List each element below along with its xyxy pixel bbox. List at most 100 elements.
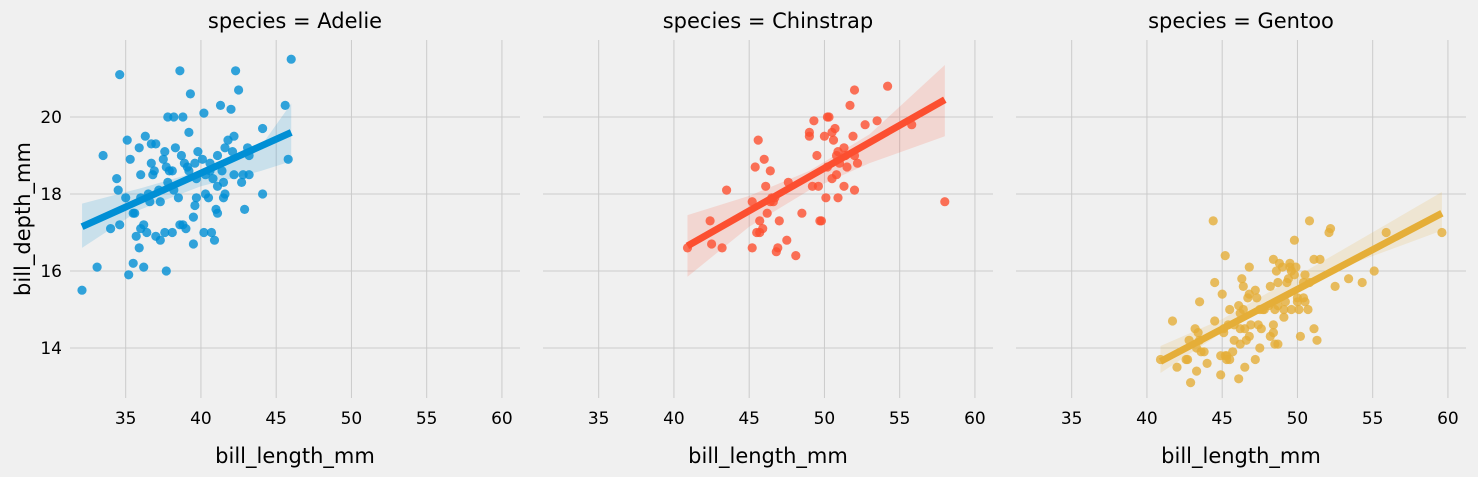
data-point [707, 239, 717, 249]
data-point [140, 131, 150, 141]
y-axis-label: bill_depth_mm [11, 142, 36, 296]
data-point [839, 181, 849, 191]
data-point [1250, 354, 1260, 365]
data-point [761, 181, 771, 191]
data-point [178, 112, 188, 122]
data-point [1256, 324, 1266, 334]
panel-title: species = Adelie [208, 9, 382, 33]
data-point [1250, 285, 1260, 295]
data-point [1381, 227, 1391, 238]
data-point [1237, 274, 1247, 284]
data-point [258, 189, 268, 199]
data-point [212, 208, 223, 218]
data-point [234, 85, 244, 95]
data-point [1193, 328, 1203, 338]
y-tick-label: 18 [40, 185, 62, 205]
data-point [883, 81, 893, 91]
data-point [1268, 320, 1278, 330]
data-point [106, 224, 116, 234]
data-point [1238, 304, 1248, 315]
x-tick-label: 55 [1362, 409, 1384, 429]
x-tick-label: 60 [964, 409, 986, 429]
regression-line [80, 129, 293, 230]
data-point [139, 262, 149, 272]
data-point [125, 154, 135, 164]
data-point [217, 166, 227, 176]
data-point [1330, 281, 1340, 291]
data-point [206, 227, 217, 238]
data-point [149, 166, 159, 176]
data-point [1300, 297, 1310, 307]
x-tick-label: 40 [190, 409, 212, 429]
data-point [813, 181, 824, 191]
data-point [755, 216, 765, 226]
data-point [1202, 358, 1212, 368]
data-point [190, 158, 200, 168]
data-point [824, 112, 834, 122]
x-axis-label: bill_length_mm [215, 444, 375, 469]
data-point [1199, 347, 1209, 357]
data-point [286, 54, 296, 64]
x-tick-label: 40 [1136, 409, 1158, 429]
data-point [1289, 270, 1299, 280]
data-point [215, 100, 226, 110]
x-tick-label: 50 [1287, 409, 1309, 429]
data-point [231, 66, 241, 76]
data-point [161, 266, 171, 276]
data-point [142, 227, 152, 238]
data-point [804, 127, 815, 137]
data-point [765, 166, 775, 176]
data-point [1357, 277, 1367, 288]
x-axis-label: bill_length_mm [688, 444, 848, 469]
data-point [1291, 262, 1301, 272]
data-point [199, 227, 209, 238]
data-point [705, 216, 715, 226]
data-point [244, 170, 254, 180]
data-point [842, 162, 852, 172]
data-point [1315, 254, 1325, 264]
data-point [240, 204, 250, 214]
data-point [169, 112, 179, 122]
data-point [1265, 281, 1275, 291]
data-point [1309, 324, 1319, 334]
data-point [839, 143, 849, 153]
data-point [167, 166, 177, 176]
data-point [77, 285, 87, 295]
x-tick-label: 60 [1437, 409, 1459, 429]
data-point [208, 174, 218, 184]
data-point [797, 208, 807, 218]
data-point [848, 131, 858, 141]
data-point [759, 154, 769, 164]
data-point [1325, 224, 1336, 234]
data-point [1238, 281, 1248, 291]
data-point [1225, 304, 1235, 315]
x-tick-label: 35 [588, 409, 610, 429]
data-point [1279, 304, 1289, 315]
data-point [197, 154, 207, 164]
data-point [809, 116, 819, 126]
x-tick-label: 50 [341, 409, 363, 429]
data-point [124, 270, 134, 280]
data-point [1252, 293, 1262, 303]
data-point [173, 193, 183, 203]
data-point [130, 208, 140, 218]
data-point [134, 143, 144, 153]
data-point [1312, 335, 1322, 345]
data-point [160, 227, 170, 238]
data-point [193, 147, 203, 157]
data-point [227, 147, 238, 157]
data-point [1217, 289, 1227, 299]
x-tick-label: 60 [491, 409, 513, 429]
data-point [830, 123, 840, 134]
data-point [184, 127, 194, 137]
data-point [791, 251, 801, 261]
data-point [1186, 378, 1196, 388]
data-point [1210, 277, 1220, 288]
data-point [128, 258, 138, 268]
data-point [1303, 304, 1313, 315]
data-point [1279, 312, 1289, 322]
data-point [175, 66, 185, 76]
x-tick-label: 35 [1061, 409, 1083, 429]
data-point [722, 185, 732, 195]
data-point [131, 231, 141, 241]
